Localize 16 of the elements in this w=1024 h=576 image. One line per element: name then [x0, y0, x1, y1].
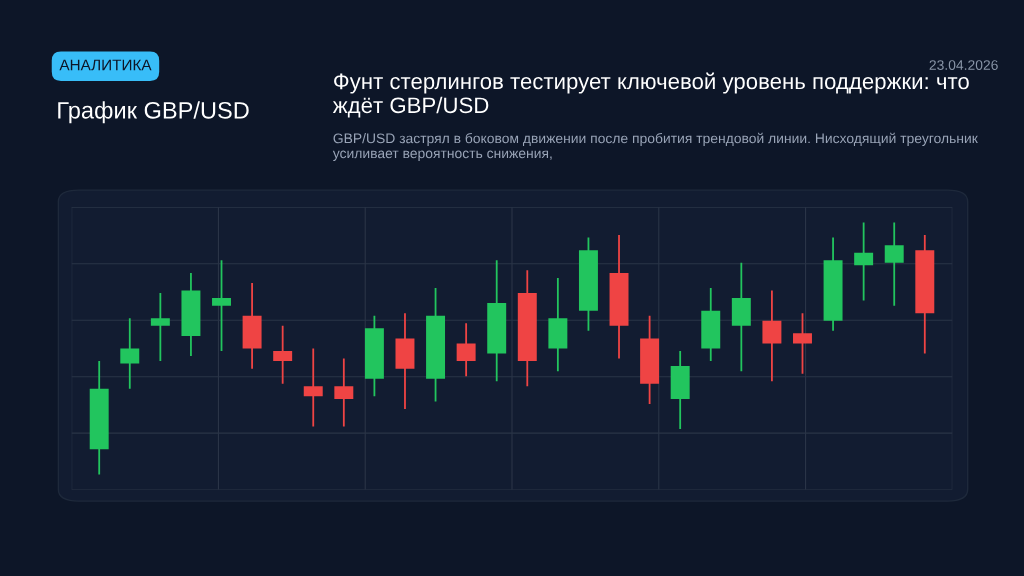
candlestick — [334, 357, 354, 428]
candlestick — [884, 221, 904, 307]
text: 23.04.2026 — [929, 60, 998, 70]
chart-subtitle: GBP/USD застрял в боковом движении после пробития трендовой линии. Нисходящий треугольник усиливает вероятность снижения, — [332, 132, 978, 161]
candlestick — [303, 347, 323, 428]
candlestick — [273, 324, 293, 385]
candlestick — [793, 312, 812, 375]
text: График GBP/USD — [58, 101, 249, 124]
chart-title: Фунт стерлингов тестирует ключевой уровень поддержки: что ждёт GBP/USD — [332, 72, 969, 118]
candlestick — [854, 221, 874, 302]
candlestick — [456, 322, 476, 378]
text: АНАЛИТИКА — [59, 59, 152, 71]
candlestick — [150, 292, 170, 362]
candlestick — [212, 259, 231, 352]
candlestick — [762, 289, 782, 383]
candlestick — [120, 317, 140, 390]
